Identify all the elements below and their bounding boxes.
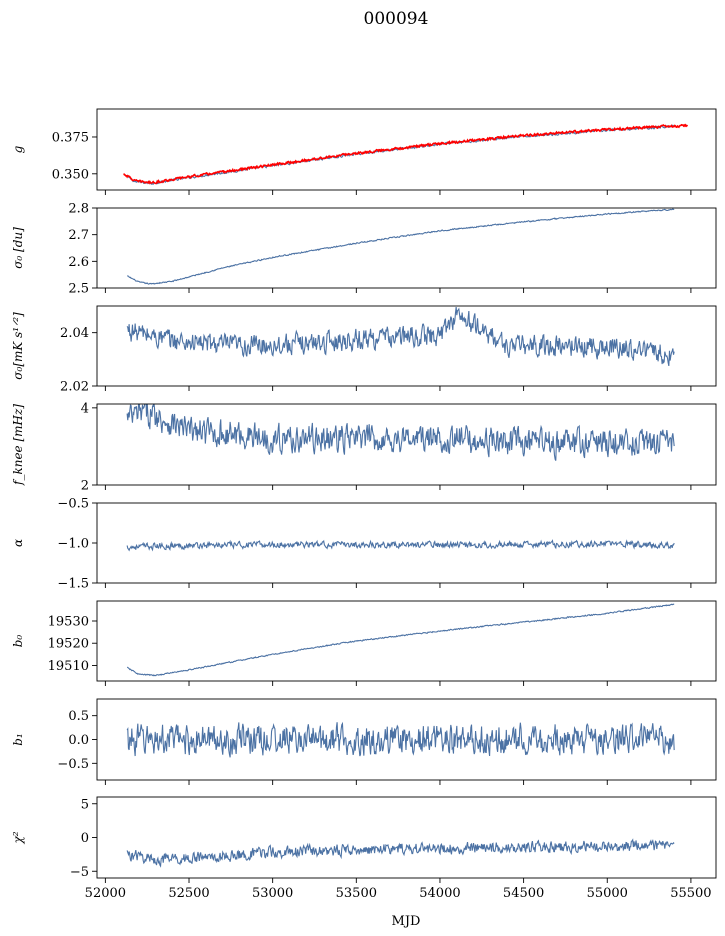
series-line-b0-0 — [127, 603, 675, 677]
y-tick-label-b0-0: 19510 — [48, 659, 89, 674]
y-tick-label-g-0: 0.350 — [52, 167, 89, 182]
y-axis-label-b1: b₁ — [11, 733, 25, 746]
panel-sigma0_du: 2.5 2.6 2.7 2.8 σ₀ [du] — [11, 202, 717, 297]
panel-g: 0.350 0.375 g — [11, 108, 717, 195]
x-tick-label-54500: 54500 — [503, 886, 544, 901]
series-line-b1-0 — [126, 721, 675, 758]
y-tick-label-alpha-2: −0.5 — [57, 497, 89, 512]
y-axis-label-sigma0_mk: σ₀[mK s¹ᐟ²] — [11, 312, 25, 380]
y-axis-label-chi2: χ² — [11, 831, 25, 844]
y-axis-label-g: g — [11, 145, 25, 153]
series-line-g-1 — [123, 123, 689, 185]
y-tick-label-b0-2: 19530 — [48, 615, 89, 630]
x-tick-label-52000: 52000 — [85, 886, 126, 901]
y-tick-label-b1-2: 0.5 — [68, 709, 89, 724]
figure-title: 000094 — [364, 9, 429, 29]
series-line-alpha-0 — [126, 539, 675, 552]
y-axis-label-fknee: f_knee [mHz] — [11, 404, 25, 486]
y-tick-label-sigma0_mk-0: 2.02 — [60, 380, 89, 395]
y-tick-label-sigma0_mk-1: 2.04 — [60, 326, 89, 341]
series-line-sigma0_du-0 — [126, 208, 675, 285]
axes-frame-b0 — [96, 600, 717, 682]
y-tick-label-g-1: 0.375 — [52, 130, 89, 145]
x-tick-label-55000: 55000 — [587, 886, 628, 901]
series-line-sigma0_mk-0 — [126, 306, 675, 367]
y-tick-label-chi2-2: 5 — [81, 797, 89, 812]
axes-frame-chi2 — [96, 796, 717, 879]
panel-sigma0_mk: 2.02 2.04 σ₀[mK s¹ᐟ²] — [11, 305, 717, 395]
panels: 0.350 0.375 g 2.5 2.6 2.7 2.8 σ₀ [du] 2.02 2.04 σ₀… — [11, 108, 717, 901]
y-tick-label-chi2-0: −5 — [70, 865, 89, 880]
panel-fknee: 2 4 f_knee [mHz] — [11, 401, 717, 494]
x-tick-label-55500: 55500 — [670, 886, 711, 901]
y-tick-label-alpha-0: −1.5 — [57, 577, 89, 592]
y-tick-label-sigma0_du-3: 2.8 — [68, 202, 89, 217]
panel-b0: 19510 19520 19530 b₀ — [11, 600, 717, 686]
y-tick-label-b1-0: −0.5 — [57, 757, 89, 772]
y-tick-label-sigma0_du-1: 2.6 — [68, 255, 89, 270]
panel-alpha: −1.5 −1.0 −0.5 α — [11, 497, 717, 592]
y-tick-label-chi2-1: 0 — [81, 831, 89, 846]
x-tick-label-52500: 52500 — [168, 886, 209, 901]
axes-frame-fknee — [96, 403, 717, 486]
y-tick-label-b0-1: 19520 — [48, 637, 89, 652]
y-tick-label-b1-1: 0.0 — [68, 733, 89, 748]
y-tick-label-alpha-1: −1.0 — [57, 537, 89, 552]
y-tick-label-fknee-1: 4 — [81, 401, 89, 416]
axes-frame-g — [96, 108, 717, 191]
y-axis-label-alpha: α — [11, 539, 25, 547]
y-tick-label-sigma0_du-2: 2.7 — [68, 228, 89, 243]
x-axis-label: MJD — [392, 914, 421, 929]
panel-chi2: 52000 52500 53000 53500 54000 54500 55000 55500… — [11, 796, 717, 901]
y-tick-label-sigma0_du-0: 2.5 — [68, 282, 89, 297]
series-line-chi2-0 — [126, 838, 675, 868]
axes-frame-sigma0_du — [96, 207, 717, 289]
x-tick-label-54000: 54000 — [419, 886, 460, 901]
x-tick-label-53000: 53000 — [252, 886, 293, 901]
series-line-fknee-0 — [126, 404, 675, 461]
panel-b1: −0.5 0.0 0.5 b₁ — [11, 698, 717, 785]
y-axis-label-sigma0_du: σ₀ [du] — [11, 227, 25, 269]
y-tick-label-fknee-0: 2 — [81, 479, 89, 494]
axes-frame-sigma0_mk — [96, 305, 717, 387]
y-axis-label-b0: b₀ — [11, 635, 25, 648]
x-tick-label-53500: 53500 — [336, 886, 377, 901]
